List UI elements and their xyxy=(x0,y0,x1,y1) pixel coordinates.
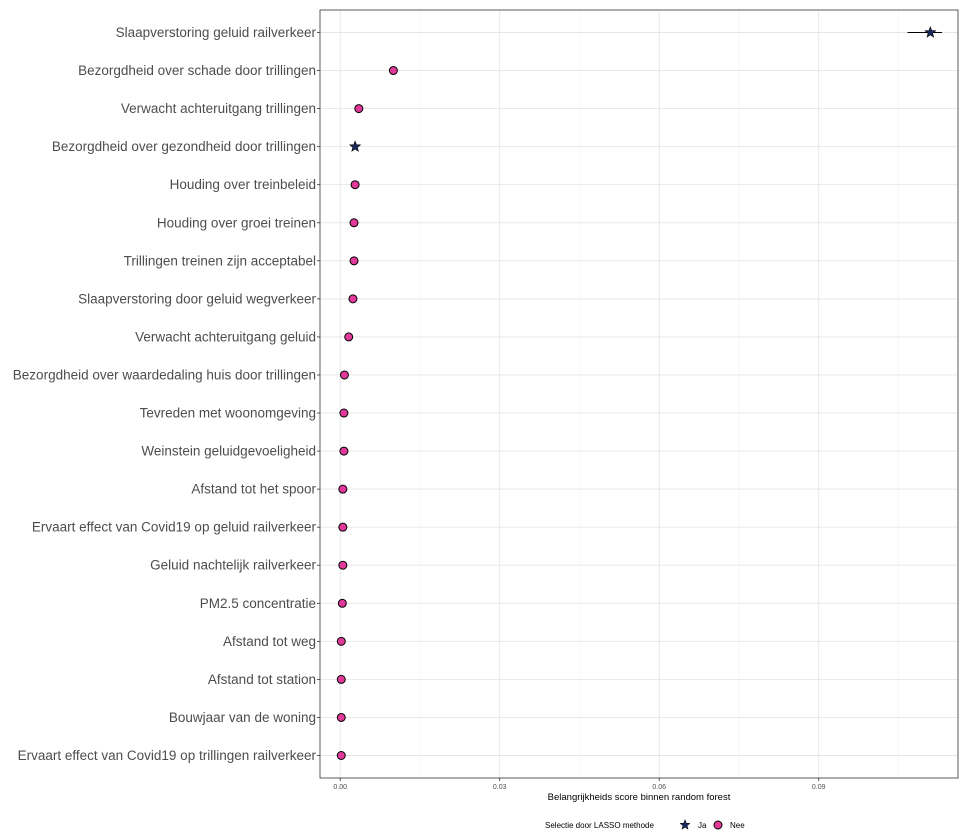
y-axis-labels: Slaapverstoring geluid railverkeer Bezorg… xyxy=(13,25,320,763)
legend-star-icon xyxy=(679,819,691,830)
y-tick-label: Weinstein geluidgevoeligheid xyxy=(141,444,316,459)
y-tick-label: Ervaart effect van Covid19 op geluid rai… xyxy=(32,520,317,535)
legend-title: Selectie door LASSO methode xyxy=(545,821,655,830)
x-axis-title: Belangrijkheids score binnen random fore… xyxy=(548,792,731,803)
point-circle xyxy=(338,560,348,570)
point-circle xyxy=(336,712,346,722)
y-tick-label: Trillingen treinen zijn acceptabel xyxy=(124,253,316,268)
point-circle xyxy=(339,370,349,380)
plot-panel xyxy=(319,9,959,779)
y-tick-label: Slaapverstoring geluid railverkeer xyxy=(116,25,317,40)
y-tick-label: Bezorgdheid over waardedaling huis door … xyxy=(13,367,316,382)
y-tick-label: Geluid nachtelijk railverkeer xyxy=(150,558,316,573)
y-tick-label: Bezorgdheid over schade door trillingen xyxy=(78,63,316,78)
y-tick-label: Bezorgdheid over gezondheid door trillin… xyxy=(52,139,316,154)
x-axis-ticks: 0.00 0.03 0.06 0.09 xyxy=(333,778,826,791)
y-tick-label: Tevreden met woonomgeving xyxy=(140,406,316,421)
point-circle xyxy=(339,446,349,456)
legend-label-ja: Ja xyxy=(698,821,707,830)
grid-layer xyxy=(320,10,958,778)
y-tick-label: Slaapverstoring door geluid wegverkeer xyxy=(78,291,316,306)
point-star xyxy=(924,26,937,38)
point-circle xyxy=(344,332,354,342)
legend-label-nee: Nee xyxy=(730,821,745,830)
y-tick-label: Houding over treinbeleid xyxy=(170,177,316,192)
point-circle xyxy=(348,294,358,304)
y-tick-label: Afstand tot het spoor xyxy=(191,482,316,497)
point-circle xyxy=(337,598,347,608)
y-tick-label: Afstand tot weg xyxy=(223,634,316,649)
point-star xyxy=(348,140,362,152)
y-tick-label: Ervaart effect van Covid19 op trillingen… xyxy=(18,748,317,763)
y-tick-label: Verwacht achteruitgang trillingen xyxy=(121,101,316,116)
point-circle xyxy=(349,218,359,228)
point-circle xyxy=(336,636,346,646)
x-tick-label: 0.03 xyxy=(493,784,507,791)
point-circle xyxy=(338,522,348,532)
point-circle xyxy=(336,674,346,684)
point-circle xyxy=(339,408,349,418)
point-circle xyxy=(354,104,364,114)
y-tick-label: PM2.5 concentratie xyxy=(200,596,316,611)
point-circle xyxy=(349,256,359,266)
y-tick-label: Houding over groei treinen xyxy=(157,215,316,230)
y-tick-label: Verwacht achteruitgang geluid xyxy=(135,329,316,344)
y-tick-label: Afstand tot station xyxy=(208,672,316,687)
x-tick-label: 0.09 xyxy=(812,784,826,791)
point-circle xyxy=(336,751,346,760)
legend-circle-icon xyxy=(713,820,723,830)
x-tick-label: 0.00 xyxy=(333,784,347,791)
legend: Selectie door LASSO methode Ja Nee xyxy=(545,819,745,830)
y-tick-label: Bouwjaar van de woning xyxy=(169,710,316,725)
x-tick-label: 0.06 xyxy=(652,784,666,791)
point-circle xyxy=(338,484,348,494)
point-circle xyxy=(350,180,360,190)
point-circle xyxy=(388,66,398,76)
points-layer xyxy=(336,26,943,760)
